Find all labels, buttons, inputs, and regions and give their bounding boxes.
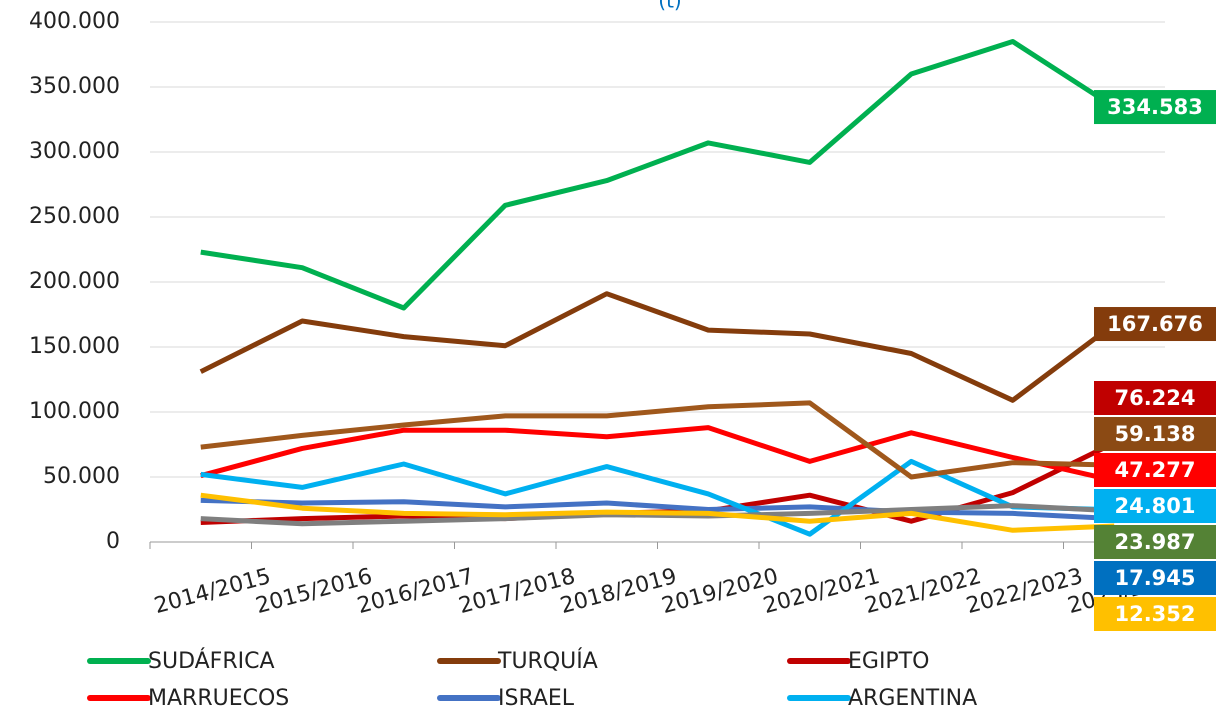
value-label: 47.277: [1114, 458, 1195, 482]
value-label: 23.987: [1114, 530, 1195, 554]
legend-label: MARRUECOS: [148, 686, 289, 711]
legend-label: ARGENTINA: [848, 686, 977, 711]
value-label: 76.224: [1114, 386, 1195, 410]
series-line: [200, 39, 1116, 311]
series-line: [200, 458, 1115, 537]
x-tick-label: 2022/2023: [964, 564, 1086, 619]
value-label-box: [1094, 489, 1216, 523]
legend-label: EGIPTO: [848, 649, 929, 674]
y-tick-label: 350.000: [29, 74, 120, 99]
x-tick-label: 2021/2022: [862, 564, 984, 619]
legend-label: TURQUÍA: [497, 648, 598, 674]
chart-title: (t): [658, 0, 681, 13]
y-tick-label: 100.000: [29, 399, 120, 424]
value-label: 24.801: [1114, 494, 1195, 518]
value-label: 59.138: [1114, 422, 1195, 446]
value-label-box: [1094, 90, 1216, 125]
value-label: 334.583: [1107, 95, 1203, 119]
value-label: 167.676: [1107, 312, 1203, 336]
series-line: [200, 492, 1115, 533]
value-label: 12.352: [1114, 602, 1195, 626]
value-label-box: [1094, 525, 1216, 559]
x-tick-label: 2020/2021: [761, 564, 883, 619]
series-line: [200, 425, 1115, 483]
y-tick-label: 400.000: [29, 9, 120, 34]
series-line: [200, 497, 1115, 522]
y-tick-label: 150.000: [29, 334, 120, 359]
y-tick-label: 200.000: [29, 269, 120, 294]
x-tick-label: 2015/2016: [253, 564, 375, 619]
series-line: [199, 291, 1116, 403]
value-label-box: [1094, 561, 1216, 595]
value-label-box: [1094, 381, 1216, 415]
y-tick-label: 0: [106, 529, 120, 554]
y-tick-label: 250.000: [29, 204, 120, 229]
y-tick-label: 50.000: [43, 464, 120, 489]
x-tick-label: 2019/2020: [659, 564, 781, 619]
x-tick-label: 2014/2015: [152, 564, 274, 619]
y-tick-label: 300.000: [29, 139, 120, 164]
legend-label: ISRAEL: [498, 686, 575, 711]
value-label-box: [1094, 417, 1216, 451]
series-line: [200, 503, 1115, 527]
x-tick-label: 2016/2017: [355, 564, 477, 619]
x-tick-label: 2017/2018: [456, 564, 578, 619]
value-label-box: [1094, 307, 1216, 342]
value-label-box: [1094, 453, 1216, 487]
legend-label: SUDÁFRICA: [148, 648, 275, 674]
value-label-box: [1094, 597, 1216, 631]
series-line: [200, 400, 1115, 480]
value-label: 17.945: [1114, 566, 1195, 590]
x-tick-label: 2018/2019: [558, 564, 680, 619]
